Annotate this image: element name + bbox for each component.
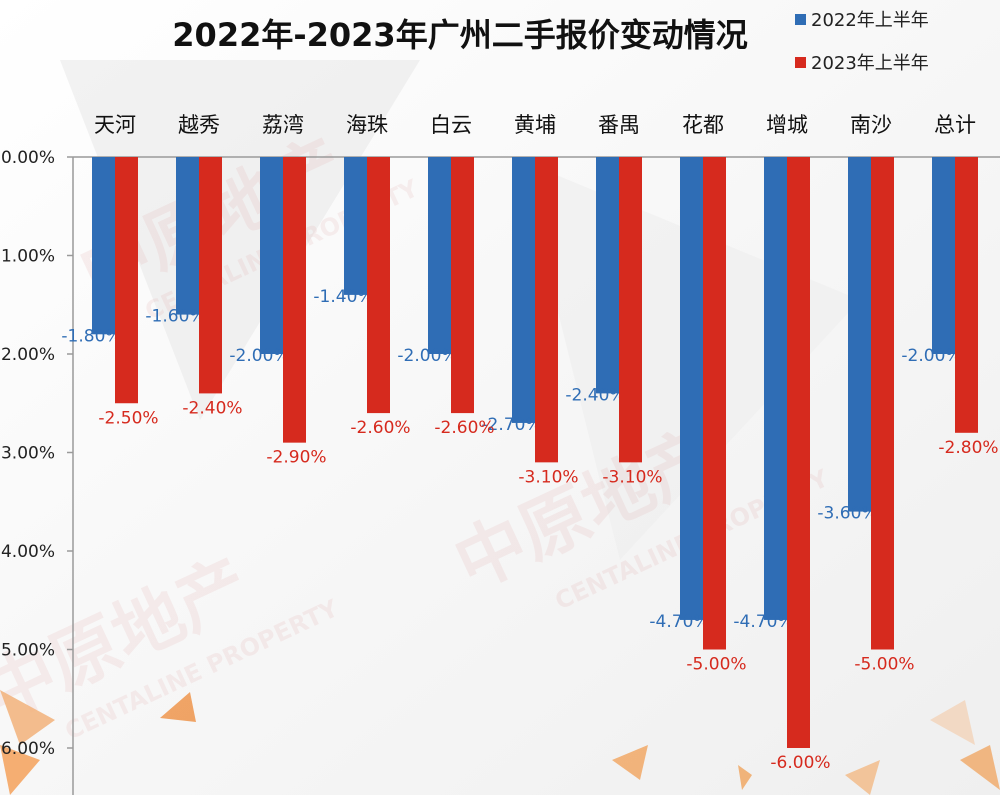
data-label-series-1: -4.70% [649,612,709,632]
y-tick-label: 2.00% [1,345,55,365]
bar-series-1 [848,157,871,512]
bar-series-2 [703,157,726,650]
category-label: 花都 [682,113,724,137]
bar-series-2 [115,157,138,404]
bar-series-1 [596,157,619,394]
data-label-series-1: -4.70% [733,612,793,632]
data-label-series-2: -5.00% [686,655,746,675]
y-tick-label: 3.00% [1,444,55,464]
category-label: 越秀 [178,113,220,137]
data-label-series-1: -1.80% [61,326,121,346]
bar-series-1 [932,157,955,354]
bar-series-1 [92,157,115,335]
data-label-series-1: -1.60% [145,307,205,327]
category-label: 南沙 [850,113,892,137]
bar-series-1 [512,157,535,423]
y-tick-label: 5.00% [1,641,55,661]
bar-series-2 [367,157,390,414]
category-label: 番禺 [598,113,640,137]
bar-series-2 [451,157,474,414]
data-label-series-2: -2.40% [182,398,242,418]
chart-title: 2022年-2023年广州二手报价变动情况 [172,16,747,54]
data-label-series-2: -5.00% [854,655,914,675]
data-label-series-1: -1.40% [313,287,373,307]
bar-series-2 [955,157,978,433]
data-label-series-1: -3.60% [817,504,877,524]
bar-series-2 [787,157,810,748]
data-label-series-1: -2.00% [901,346,961,366]
category-label: 增城 [766,113,808,137]
bar-series-1 [680,157,703,620]
bar-series-2 [619,157,642,463]
data-label-series-2: -2.90% [266,448,326,468]
data-label-series-2: -3.10% [518,467,578,487]
bar-series-1 [176,157,199,315]
data-label-series-2: -2.60% [350,418,410,438]
category-label: 天河 [94,113,136,137]
data-label-series-1: -2.70% [481,415,541,435]
bar-series-2 [199,157,222,394]
data-label-series-2: -2.50% [98,408,158,428]
y-tick-label: 1.00% [1,247,55,267]
bar-series-2 [535,157,558,463]
y-tick-label: 0.00% [1,148,55,168]
y-tick-label: 6.00% [1,739,55,759]
data-label-series-2: -6.00% [770,753,830,773]
legend-swatch-2022 [795,14,806,25]
legend: 2022年上半年 2023年上半年 [795,10,929,74]
legend-label-2022: 2022年上半年 [811,10,929,31]
data-label-series-2: -3.10% [602,467,662,487]
category-label: 白云 [430,113,472,137]
category-label: 黄埔 [514,113,556,137]
bar-series-1 [260,157,283,354]
y-tick-label: 4.00% [1,542,55,562]
bar-series-1 [428,157,451,354]
legend-swatch-2023 [795,57,806,68]
data-label-series-1: -2.40% [565,385,625,405]
data-label-series-2: -2.60% [434,418,494,438]
plot-area: 0.00% 1.00% 2.00% 3.00% 4.00% 5.00% 6.00% 天河 越秀 荔… [1,113,1000,795]
bar-series-2 [871,157,894,650]
bar-series-1 [344,157,367,295]
data-label-series-1: -2.00% [229,346,289,366]
decorative-triangles [0,690,1000,795]
category-label: 总计 [934,113,976,137]
category-label: 海珠 [346,113,388,137]
legend-label-2023: 2023年上半年 [811,53,929,74]
bar-series-2 [283,157,306,443]
category-label: 荔湾 [262,113,304,137]
data-label-series-2: -2.80% [938,438,998,458]
data-label-series-1: -2.00% [397,346,457,366]
bar-series-1 [764,157,787,620]
